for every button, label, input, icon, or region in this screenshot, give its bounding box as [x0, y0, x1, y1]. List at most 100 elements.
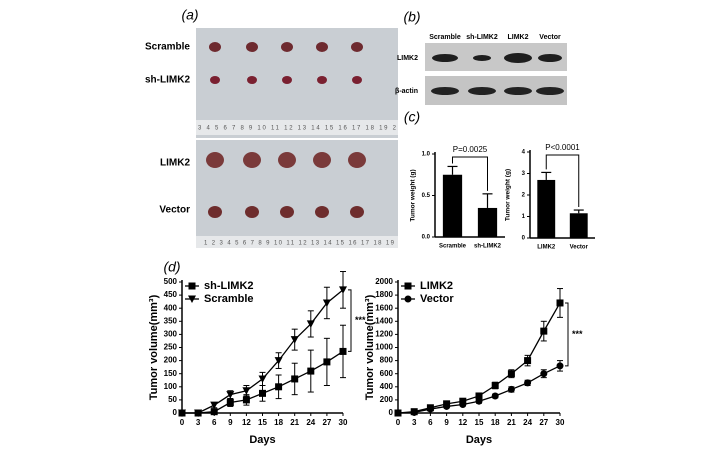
- tumor: [209, 42, 221, 52]
- photo-row-label: LIMK2: [160, 158, 190, 169]
- y-tick-label: 0: [522, 236, 526, 242]
- x-tick-label: Scramble: [439, 244, 467, 250]
- x-tick-label: 30: [339, 418, 348, 427]
- y-tick-label: 1400: [375, 316, 393, 325]
- y-tick-label: 600: [380, 369, 394, 378]
- marker: [507, 385, 515, 393]
- bar: [477, 207, 498, 237]
- ruler: [196, 120, 398, 135]
- marker: [410, 408, 418, 416]
- x-tick-label: 18: [274, 418, 283, 427]
- bar: [537, 179, 556, 238]
- tumor: [243, 152, 261, 168]
- bar: [442, 174, 463, 237]
- marker: [556, 362, 564, 370]
- marker: [339, 286, 347, 294]
- tumor: [247, 76, 257, 84]
- y-axis-label: Tumor weight (g): [410, 169, 417, 221]
- marker: [291, 375, 299, 383]
- tumor: [281, 42, 293, 52]
- tumor: [316, 42, 328, 52]
- tumor: [315, 206, 329, 218]
- y-tick-label: 200: [164, 356, 178, 365]
- line: [397, 365, 561, 414]
- x-tick-label: 3: [196, 418, 201, 427]
- y-tick-label: 1800: [375, 290, 393, 299]
- panel-label: (b): [403, 9, 420, 25]
- band: [504, 87, 532, 95]
- tumor: [206, 152, 224, 168]
- band: [431, 87, 459, 95]
- marker: [178, 409, 186, 417]
- x-tick-label: 9: [444, 418, 449, 427]
- marker: [226, 399, 234, 407]
- band: [468, 87, 496, 95]
- marker: [524, 357, 532, 365]
- blot-lane-label: LIMK2: [508, 34, 529, 41]
- y-tick-label: 0: [173, 408, 178, 417]
- tumor: [313, 152, 331, 168]
- photo-row-label: Scramble: [145, 42, 190, 53]
- blot-lane-label: sh-LIMK2: [466, 34, 498, 41]
- x-tick-label: 30: [556, 418, 565, 427]
- marker: [491, 381, 499, 389]
- legend-label: LIMK2: [420, 280, 453, 292]
- tumor: [317, 76, 327, 84]
- x-tick-label: 0: [180, 418, 185, 427]
- marker: [443, 402, 451, 410]
- panel-label: (c): [404, 109, 420, 125]
- photo-row-label: sh-LIMK2: [145, 75, 190, 86]
- marker: [306, 320, 315, 328]
- marker: [242, 387, 251, 395]
- bar: [569, 213, 588, 238]
- y-tick-label: 0: [389, 408, 394, 417]
- y-tick-label: 500: [164, 277, 178, 286]
- x-tick-label: 18: [491, 418, 500, 427]
- tumor: [282, 76, 292, 84]
- bracket: [565, 302, 569, 367]
- annotation: P<0.0001: [545, 143, 580, 152]
- band: [432, 54, 458, 62]
- ruler-label: 3 4 5 6 7 8 9 10 11 12 13 14 15 16 17 18…: [198, 126, 397, 132]
- legend-marker: [404, 282, 412, 290]
- marker: [210, 401, 219, 410]
- marker: [242, 396, 250, 404]
- y-axis-label: Tumor volume(mm³): [148, 294, 160, 400]
- x-tick-label: 9: [228, 418, 233, 427]
- y-tick-label: 1200: [375, 330, 393, 339]
- marker: [194, 409, 203, 417]
- marker: [290, 336, 299, 344]
- y-tick-label: 400: [380, 382, 394, 391]
- x-tick-label: 24: [523, 418, 532, 427]
- y-tick-label: 100: [164, 382, 178, 391]
- marker: [258, 375, 267, 383]
- y-tick-label: 300: [164, 330, 178, 339]
- marker: [394, 409, 402, 417]
- x-tick-label: 27: [539, 418, 548, 427]
- marker: [426, 405, 434, 413]
- y-axis-label: Tumor volume(mm³): [364, 294, 376, 400]
- x-tick-label: 21: [507, 418, 516, 427]
- marker: [210, 408, 218, 416]
- annotation: ***: [355, 315, 366, 325]
- y-tick-label: 200: [380, 395, 394, 404]
- y-tick-label: 350: [164, 316, 178, 325]
- x-tick-label: 15: [475, 418, 484, 427]
- marker: [540, 370, 548, 378]
- legend-label: Scramble: [204, 293, 254, 305]
- photo-row-label: Vector: [159, 205, 190, 216]
- y-axis-label: Tumor weight (g): [505, 169, 512, 221]
- tumor: [352, 76, 362, 84]
- x-tick-label: 15: [258, 418, 267, 427]
- y-tick-label: 1600: [375, 303, 393, 312]
- y-tick-label: 400: [164, 303, 178, 312]
- x-tick-label: 6: [428, 418, 433, 427]
- bracket: [348, 289, 352, 352]
- tumor: [210, 76, 220, 84]
- y-tick-label: 1000: [375, 343, 393, 352]
- y-tick-label: 0.5: [422, 193, 431, 199]
- marker: [259, 389, 266, 397]
- x-tick-label: 21: [290, 418, 299, 427]
- tumor: [351, 42, 363, 52]
